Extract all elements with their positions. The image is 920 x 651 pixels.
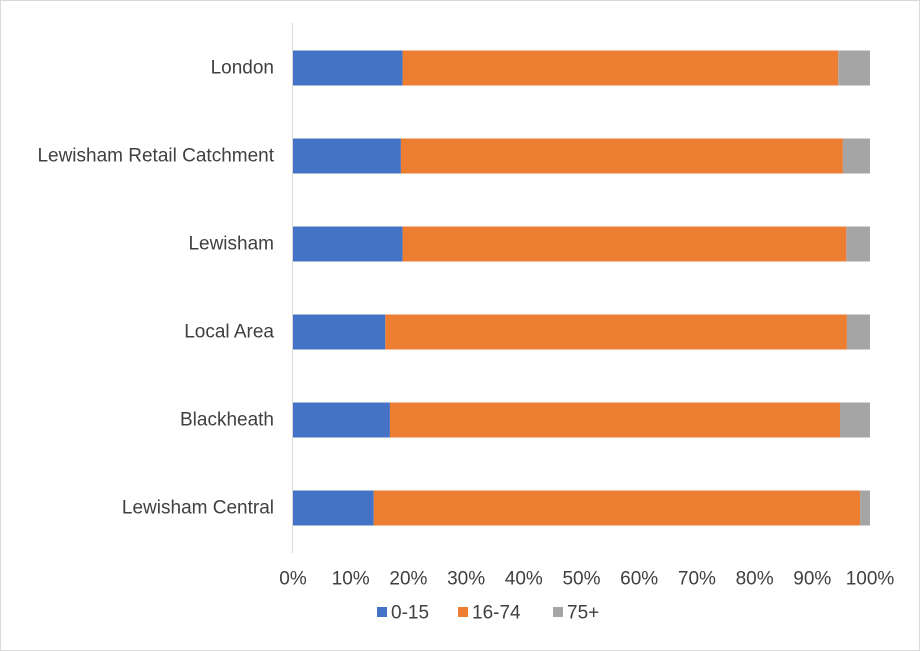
legend-label-16-74: 16-74 <box>472 603 521 624</box>
category-label-lewisham-retail-catchment: Lewisham Retail Catchment <box>37 146 274 167</box>
legend-swatch-16-74 <box>458 607 468 617</box>
bars-layer <box>293 50 870 526</box>
legend-label-75: 75+ <box>567 603 599 624</box>
x-tick-0-percent: 0% <box>279 569 307 590</box>
bar-lewisham-central-16-74 <box>373 490 861 526</box>
legend-swatch-0-15 <box>377 607 387 617</box>
x-tick-40-percent: 40% <box>505 569 543 590</box>
x-tick-50-percent: 50% <box>562 569 600 590</box>
category-label-lewisham-central: Lewisham Central <box>122 498 274 519</box>
x-tick-labels: 0% 10% 20% 30% 40% 50% 60% 70% 80% 90% 100% <box>279 569 894 590</box>
bar-blackheath-0-15 <box>293 402 390 438</box>
category-label-local-area: Local Area <box>184 322 274 343</box>
bar-local-area-75 <box>846 314 870 350</box>
bar-lewisham-75 <box>846 226 870 262</box>
bar-london-75 <box>838 50 870 86</box>
bar-local-area-0-15 <box>293 314 386 350</box>
bar-local-area-16-74 <box>385 314 847 350</box>
x-tick-80-percent: 80% <box>736 569 774 590</box>
legend-swatch-75 <box>553 607 563 617</box>
x-tick-100-percent: 100% <box>846 569 895 590</box>
category-label-london: London <box>211 58 274 79</box>
x-tick-70-percent: 70% <box>678 569 716 590</box>
x-tick-60-percent: 60% <box>620 569 658 590</box>
bar-lewisham-central-0-15 <box>293 490 374 526</box>
category-label-lewisham: Lewisham <box>188 234 274 255</box>
bar-lewisham-retail-catchment-75 <box>842 138 870 174</box>
category-label-blackheath: Blackheath <box>180 410 274 431</box>
x-tick-20-percent: 20% <box>389 569 427 590</box>
bar-blackheath-75 <box>839 402 870 438</box>
legend-label-0-15: 0-15 <box>391 603 429 624</box>
x-tick-10-percent: 10% <box>332 569 370 590</box>
bar-blackheath-16-74 <box>389 402 840 438</box>
bar-lewisham-16-74 <box>402 226 847 262</box>
bar-lewisham-central-75 <box>860 490 870 526</box>
bar-london-0-15 <box>293 50 403 86</box>
x-tick-30-percent: 30% <box>447 569 485 590</box>
bar-lewisham-retail-catchment-0-15 <box>293 138 401 174</box>
x-tick-90-percent: 90% <box>793 569 831 590</box>
legend: 0-15 16-74 75+ <box>377 603 599 624</box>
category-labels: London Lewisham Retail Catchment Lewisham L… <box>37 58 274 519</box>
bar-lewisham-0-15 <box>293 226 403 262</box>
bar-lewisham-retail-catchment-16-74 <box>400 138 843 174</box>
bar-london-16-74 <box>402 50 839 86</box>
